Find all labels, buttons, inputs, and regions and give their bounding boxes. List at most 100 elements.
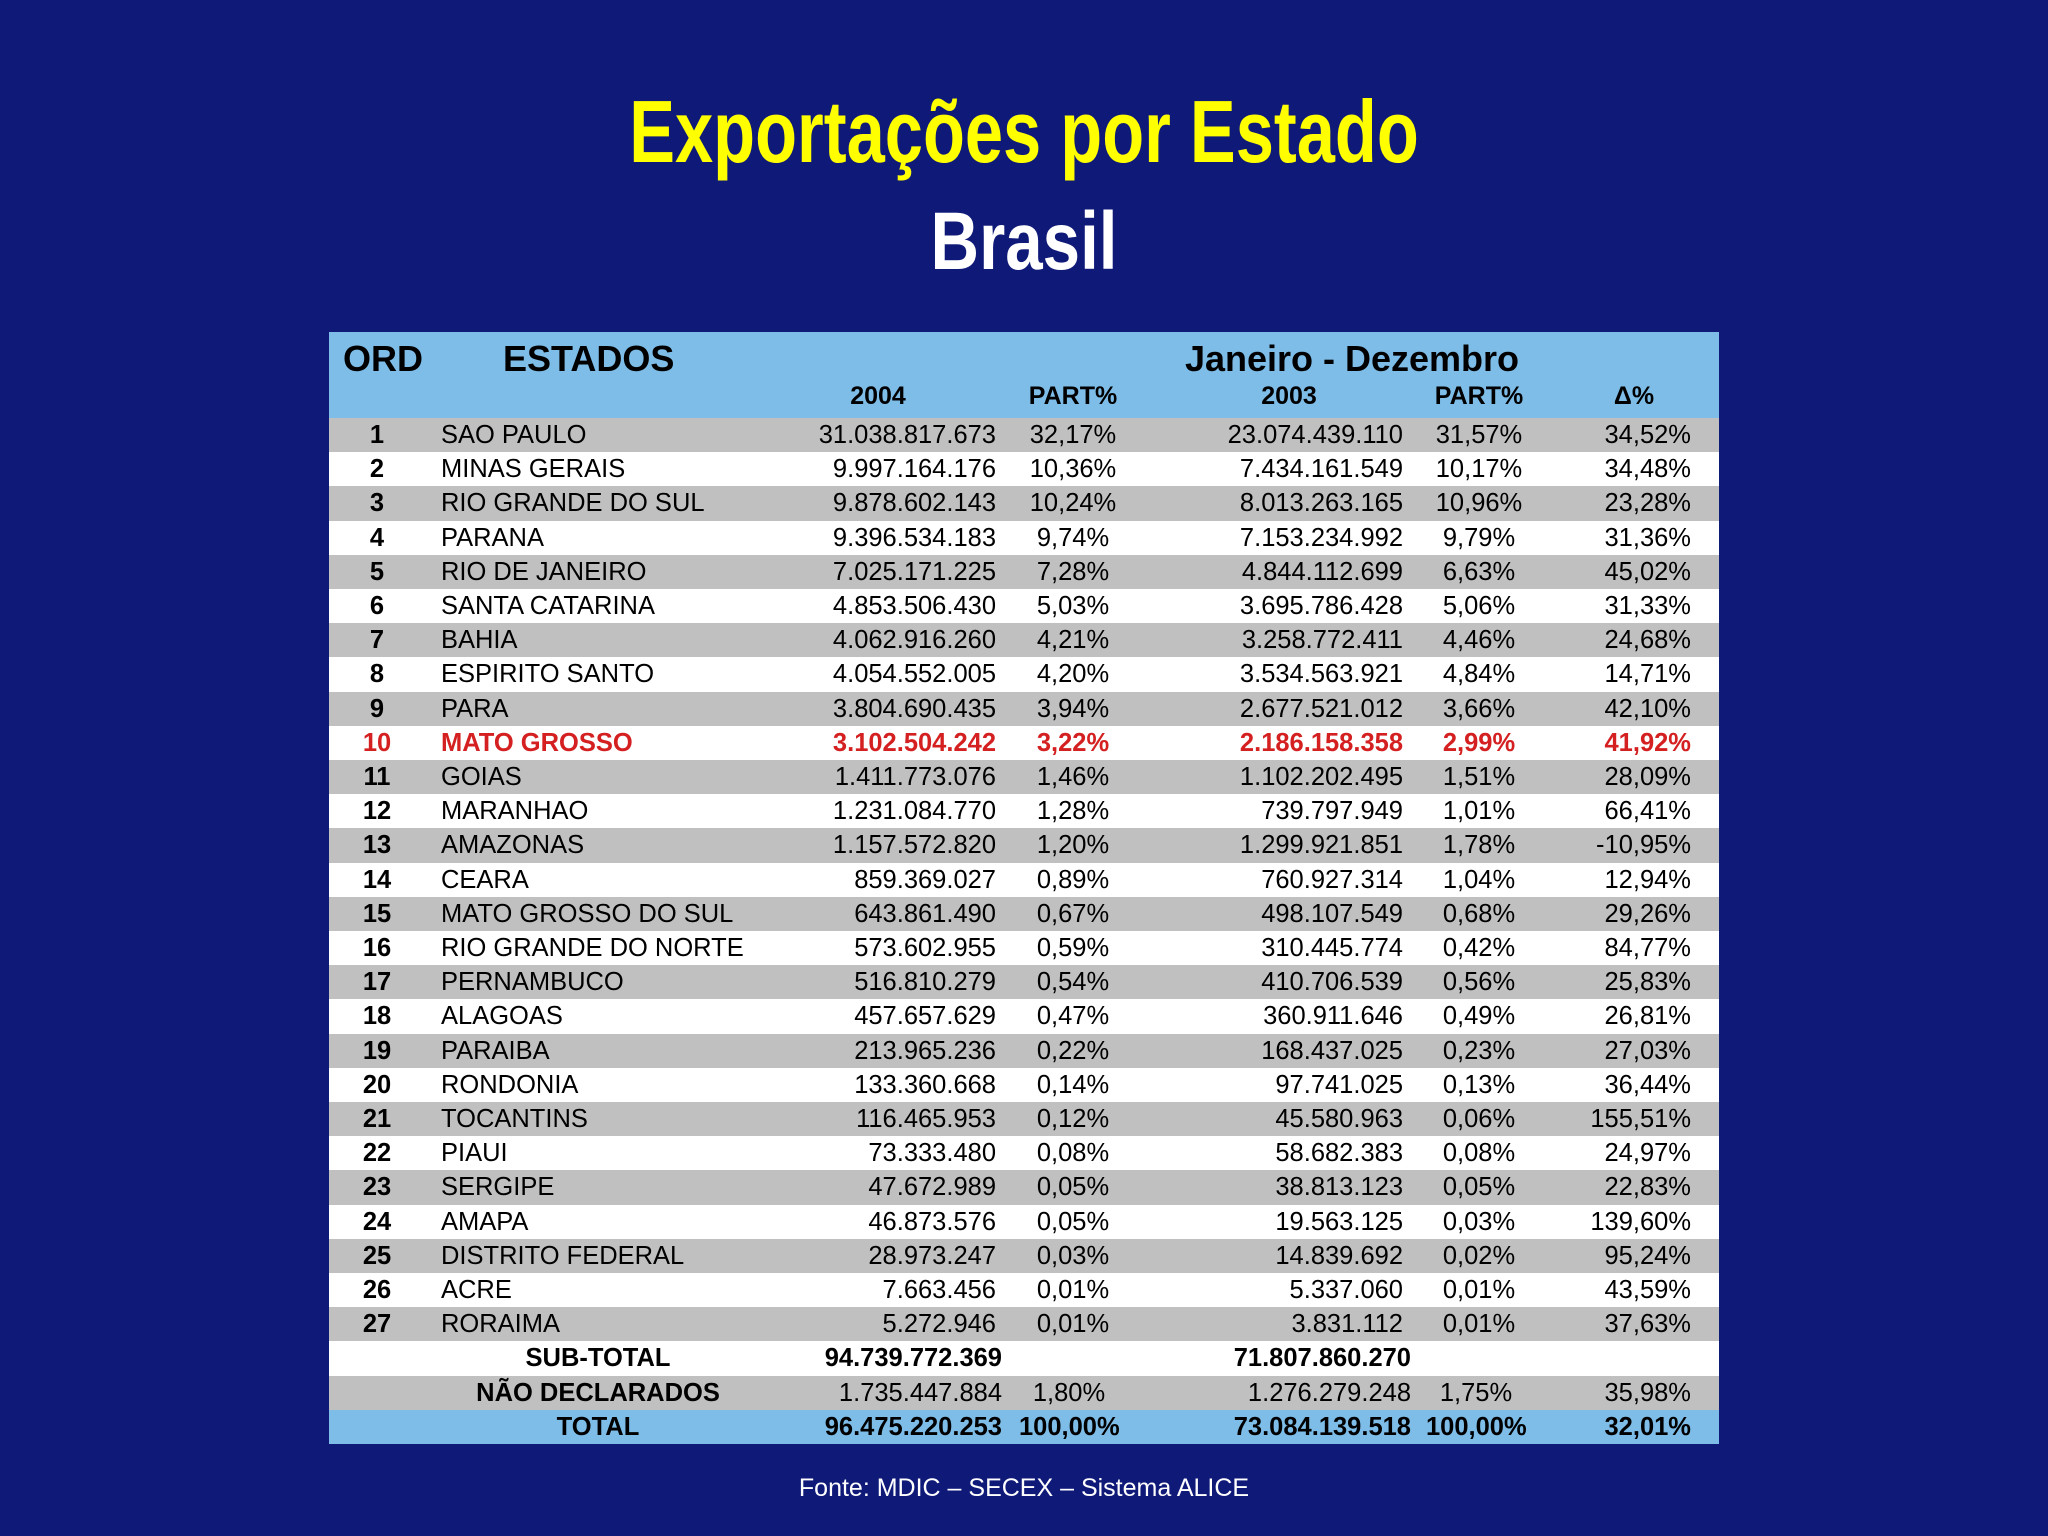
row-value-2003: 14.839.692 [1275, 1241, 1403, 1270]
row-value-2004: 46.873.576 [868, 1207, 996, 1236]
row-ord: 21 [362, 1105, 392, 1133]
row-value-2003: 2.186.158.358 [1239, 728, 1403, 757]
table-row: 25 DISTRITO FEDERAL 28.973.247 0,03% 14.839.… [329, 1238, 1719, 1273]
row-delta: 14,71% [1604, 660, 1692, 689]
row-part-2004: 1,28% [1036, 797, 1110, 826]
row-part-2003: 0,03% [1442, 1207, 1516, 1236]
row-value-2004: 133.360.668 [854, 1070, 996, 1099]
header-part-2004: PART% [1028, 382, 1118, 410]
row-value-2004: 1.411.773.076 [834, 763, 996, 791]
row-part-2003: 9,79% [1442, 523, 1516, 552]
row-value-2003: 498.107.549 [1261, 899, 1403, 928]
table-row: 4 PARANA 9.396.534.183 9,74% 7.153.234.992 9,… [329, 520, 1719, 555]
row-name: RIO GRANDE DO SUL [441, 489, 705, 518]
row-delta: 34,52% [1604, 421, 1692, 449]
row-ord: 17 [362, 968, 392, 997]
header-2004: 2004 [850, 382, 906, 410]
row-value-2003: 1.299.921.851 [1239, 831, 1403, 860]
row-value-2003: 7.153.234.992 [1239, 523, 1403, 552]
exports-table: ORD ESTADOS Janeiro - Dezembro 2004 PART… [329, 332, 1719, 1444]
table-row-highlighted: 10 MATO GROSSO 3.102.504.242 3,22% 2.186.158… [329, 725, 1719, 760]
summary-value-2003: 1.276.279.248 [1247, 1378, 1411, 1407]
row-value-2004: 116.465.953 [856, 1105, 996, 1133]
summary-part-2003: 1,75% [1439, 1378, 1513, 1407]
row-value-2003: 739.797.949 [1261, 797, 1403, 826]
row-part-2004: 32,17% [1029, 421, 1117, 449]
row-part-2003: 1,01% [1442, 797, 1516, 826]
row-ord: 18 [362, 1002, 392, 1031]
row-name: MATO GROSSO DO SUL [441, 899, 734, 928]
row-name: MINAS GERAIS [441, 455, 626, 484]
row-part-2003: 0,05% [1442, 1173, 1516, 1202]
row-part-2004: 3,22% [1036, 728, 1110, 757]
row-part-2004: 0,01% [1036, 1310, 1110, 1339]
row-ord: 15 [362, 899, 392, 928]
row-delta: 139,60% [1590, 1207, 1691, 1236]
row-value-2003: 5.337.060 [1289, 1276, 1403, 1304]
row-ord: 8 [369, 660, 385, 689]
row-ord: 16 [362, 934, 392, 962]
total-row: TOTAL 96.475.220.253 100,00% 73.084.139.518… [329, 1409, 1719, 1444]
row-part-2003: 1,51% [1442, 763, 1516, 791]
page-title: Exportações por Estado [629, 82, 1419, 181]
row-value-2004: 9.878.602.143 [832, 489, 996, 518]
row-delta: -10,95% [1596, 831, 1691, 860]
row-name: PARAIBA [441, 1036, 550, 1065]
table-row: 16 RIO GRANDE DO NORTE 573.602.955 0,59% 310… [329, 931, 1719, 966]
row-part-2003: 0,56% [1442, 968, 1516, 997]
row-part-2003: 0,23% [1442, 1036, 1516, 1065]
table-row: 8 ESPIRITO SANTO 4.054.552.005 4,20% 3.534.5… [329, 657, 1719, 692]
summary-value-2003: 71.807.860.270 [1233, 1344, 1411, 1373]
summary-part-2004: 100,00% [1019, 1412, 1120, 1441]
row-part-2004: 0,59% [1036, 934, 1110, 962]
row-delta: 36,44% [1604, 1070, 1692, 1099]
row-ord: 11 [363, 763, 391, 791]
row-part-2003: 3,66% [1442, 694, 1516, 723]
row-value-2003: 3.831.112 [1291, 1310, 1403, 1339]
summary-delta: 35,98% [1604, 1378, 1692, 1407]
table-row: 1 SAO PAULO 31.038.817.673 32,17% 23.074.439… [329, 418, 1719, 453]
row-delta: 43,59% [1604, 1276, 1692, 1304]
table-row: 18 ALAGOAS 457.657.629 0,47% 360.911.646 0,49… [329, 999, 1719, 1034]
row-part-2004: 9,74% [1036, 523, 1110, 552]
row-name: GOIAS [441, 763, 522, 791]
row-part-2003: 0,49% [1442, 1002, 1516, 1031]
row-name: SERGIPE [441, 1173, 555, 1202]
subtotal-row: SUB-TOTAL 94.739.772.369 71.807.860.270 [329, 1341, 1719, 1376]
row-name: CEARA [441, 865, 529, 894]
row-value-2004: 573.602.955 [854, 934, 996, 962]
row-part-2003: 2,99% [1442, 728, 1516, 757]
table-row: 27 RORAIMA 5.272.946 0,01% 3.831.112 0,01% 37,… [329, 1307, 1719, 1342]
table-header: ORD ESTADOS Janeiro - Dezembro 2004 PART… [329, 332, 1719, 418]
table-row: 15 MATO GROSSO DO SUL 643.861.490 0,67% 498.… [329, 896, 1719, 931]
row-name: PIAUI [441, 1139, 508, 1168]
row-delta: 25,83% [1604, 968, 1692, 997]
nao-declarados-row: NÃO DECLARADOS 1.735.447.884 1,80% 1.276.27… [329, 1375, 1719, 1410]
row-part-2003: 4,46% [1442, 626, 1516, 655]
row-delta: 37,63% [1604, 1310, 1692, 1339]
table-row: 23 SERGIPE 47.672.989 0,05% 38.813.123 0,05% 2… [329, 1170, 1719, 1205]
row-part-2003: 5,06% [1442, 592, 1516, 620]
table-row: 9 PARA 3.804.690.435 3,94% 2.677.521.012 3,66… [329, 691, 1719, 726]
row-ord: 4 [369, 523, 385, 552]
row-ord: 1 [369, 421, 385, 449]
row-value-2004: 516.810.279 [854, 968, 996, 997]
row-part-2003: 0,01% [1442, 1310, 1516, 1339]
row-ord: 7 [369, 626, 385, 655]
table-row: 6 SANTA CATARINA 4.853.506.430 5,03% 3.695.7… [329, 589, 1719, 624]
page-subtitle: Brasil [930, 196, 1118, 287]
row-part-2004: 0,67% [1036, 899, 1110, 928]
row-delta: 22,83% [1604, 1173, 1692, 1202]
row-delta: 45,02% [1604, 557, 1692, 586]
row-part-2003: 10,96% [1435, 489, 1523, 518]
row-part-2003: 0,01% [1442, 1276, 1516, 1304]
row-value-2003: 760.927.314 [1261, 865, 1403, 894]
row-delta: 12,94% [1604, 865, 1692, 894]
summary-label: SUB-TOTAL [525, 1344, 671, 1373]
table-row: 20 RONDONIA 133.360.668 0,14% 97.741.025 0,13… [329, 1067, 1719, 1102]
row-value-2004: 3.804.690.435 [832, 694, 996, 723]
row-part-2004: 4,21% [1036, 626, 1110, 655]
row-name: AMAPA [441, 1207, 529, 1236]
row-name: DISTRITO FEDERAL [441, 1241, 685, 1270]
summary-value-2004: 96.475.220.253 [824, 1412, 1002, 1441]
